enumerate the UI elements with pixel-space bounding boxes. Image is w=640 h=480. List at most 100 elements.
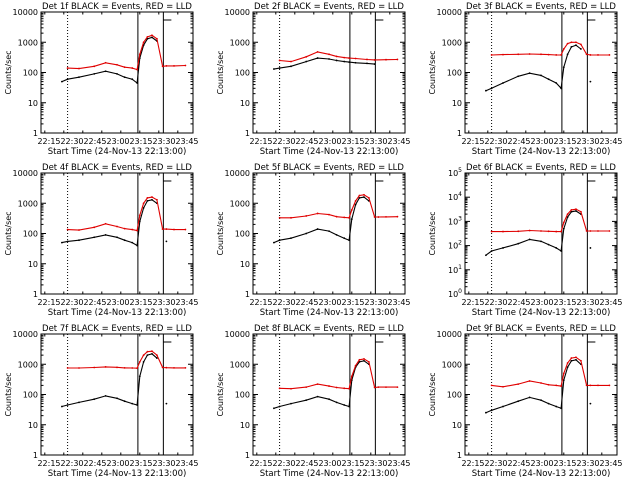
series-line-lld bbox=[491, 41, 610, 56]
x-tick-label: 23:15 bbox=[129, 298, 152, 307]
panel-det-1f: 1 10 100 1000 10000 22:15 22:30 22:45 23:00 23:15… bbox=[4, 2, 199, 157]
y-tick-label: 1000 bbox=[230, 360, 250, 369]
x-tick-label: 23:30 bbox=[576, 298, 599, 307]
plot-frame bbox=[40, 333, 194, 456]
x-tick-label: 22:45 bbox=[295, 459, 318, 468]
y-tick-label-exponent: 0 bbox=[458, 288, 462, 295]
series-events bbox=[485, 44, 592, 92]
y-tick-label: 105 bbox=[448, 167, 462, 178]
x-tick-label: 22:15 bbox=[461, 298, 484, 307]
x-tick-label: 22:15 bbox=[461, 459, 484, 468]
series-lld bbox=[490, 356, 611, 388]
y-tick-label: 10000 bbox=[13, 8, 38, 17]
x-tick-label: 23:45 bbox=[387, 137, 410, 146]
x-tick-label: 22:45 bbox=[295, 298, 318, 307]
x-axis-label: Start Time (24-Nov-13 22:13:00) bbox=[48, 308, 187, 318]
y-tick-label: 10000 bbox=[225, 330, 250, 339]
y-tick-label: 100 bbox=[235, 230, 250, 239]
data-point-events bbox=[165, 240, 168, 243]
series-line-lld bbox=[491, 208, 610, 233]
plot-frame bbox=[252, 11, 406, 134]
y-tick-label-base: 10 bbox=[448, 242, 458, 251]
series-lld bbox=[66, 34, 187, 71]
series-events bbox=[61, 36, 158, 85]
y-tick-label-exponent: 1 bbox=[458, 264, 462, 271]
y-tick-label: 103 bbox=[448, 215, 462, 226]
y-axis-label: Counts/sec bbox=[4, 50, 13, 94]
series-lld bbox=[490, 208, 611, 233]
y-tick-label: 102 bbox=[448, 240, 462, 251]
y-tick-label: 1 bbox=[245, 129, 250, 138]
panel-title: Det 7f BLACK = Events, RED = LLD bbox=[42, 324, 192, 334]
x-tick-label: 22:15 bbox=[249, 298, 272, 307]
y-tick-label: 10 bbox=[28, 421, 38, 430]
panel-det-4f: 1 10 100 1000 10000 22:15 22:30 22:45 23:00 23:15… bbox=[4, 163, 199, 318]
y-tick-label: 10 bbox=[28, 99, 38, 108]
x-tick-label: 22:30 bbox=[60, 298, 83, 307]
x-tick-label: 23:30 bbox=[576, 459, 599, 468]
x-tick-label: 23:00 bbox=[530, 298, 553, 307]
x-tick-label: 23:45 bbox=[175, 137, 198, 146]
x-tick-label: 23:00 bbox=[106, 137, 129, 146]
y-tick-label: 100 bbox=[235, 391, 250, 400]
y-tick-label-base: 10 bbox=[448, 217, 458, 226]
series-events bbox=[273, 57, 376, 70]
y-tick-label-base: 10 bbox=[448, 266, 458, 275]
x-tick-label: 22:45 bbox=[507, 298, 530, 307]
panel-title: Det 8f BLACK = Events, RED = LLD bbox=[254, 324, 404, 334]
x-axis-label: Start Time (24-Nov-13 22:13:00) bbox=[260, 147, 399, 157]
y-tick-label: 10000 bbox=[13, 330, 38, 339]
y-tick-label: 10 bbox=[240, 260, 250, 269]
y-tick-label: 1000 bbox=[442, 360, 462, 369]
y-tick-label: 1 bbox=[33, 290, 38, 299]
y-tick-label: 10 bbox=[240, 99, 250, 108]
plot-frame bbox=[40, 11, 194, 134]
series-lld bbox=[278, 193, 399, 219]
x-tick-label: 23:00 bbox=[318, 459, 341, 468]
panel-det-8f: 1 10 100 1000 10000 22:15 22:30 22:45 23:00 23:15… bbox=[216, 324, 411, 479]
y-tick-label-exponent: 2 bbox=[458, 240, 462, 247]
x-tick-label: 22:15 bbox=[461, 137, 484, 146]
y-axis-label: Counts/sec bbox=[428, 50, 437, 94]
data-point-events bbox=[589, 80, 592, 83]
y-tick-label: 100 bbox=[23, 391, 38, 400]
panel-det-3f: 1 10 100 1000 10000 22:15 22:30 22:45 23:00 23:15… bbox=[428, 2, 623, 157]
y-tick-label-exponent: 4 bbox=[458, 191, 462, 198]
y-axis-label: Counts/sec bbox=[216, 211, 225, 255]
series-events bbox=[61, 198, 168, 247]
plot-frame bbox=[464, 11, 618, 134]
x-tick-label: 23:00 bbox=[106, 459, 129, 468]
y-tick-label: 1 bbox=[33, 129, 38, 138]
y-tick-label-base: 10 bbox=[448, 169, 458, 178]
x-tick-label: 23:45 bbox=[387, 459, 410, 468]
panel-title: Det 2f BLACK = Events, RED = LLD bbox=[254, 2, 404, 12]
x-tick-label: 22:45 bbox=[83, 137, 106, 146]
x-tick-label: 23:15 bbox=[553, 137, 576, 146]
y-tick-label: 1 bbox=[245, 290, 250, 299]
series-line-events bbox=[273, 57, 375, 70]
series-events bbox=[61, 352, 168, 408]
series-line-events bbox=[61, 199, 158, 247]
y-tick-label: 10 bbox=[28, 260, 38, 269]
data-point-events bbox=[589, 402, 592, 405]
plot-frame bbox=[40, 172, 194, 295]
x-axis-label: Start Time (24-Nov-13 22:13:00) bbox=[260, 469, 399, 479]
y-axis-label: Counts/sec bbox=[216, 372, 225, 416]
series-events bbox=[485, 210, 592, 257]
series-line-lld bbox=[67, 350, 186, 369]
x-tick-label: 23:30 bbox=[364, 459, 387, 468]
x-tick-label: 23:00 bbox=[530, 459, 553, 468]
series-line-events bbox=[485, 210, 582, 256]
panel-title: Det 9f BLACK = Events, RED = LLD bbox=[466, 324, 616, 334]
y-tick-label-base: 10 bbox=[448, 193, 458, 202]
series-line-events bbox=[61, 36, 158, 85]
y-tick-label: 1000 bbox=[230, 38, 250, 47]
data-point-events bbox=[589, 247, 592, 249]
x-tick-label: 22:30 bbox=[484, 137, 507, 146]
panel-det-9f: 1 10 100 1000 10000 22:15 22:30 22:45 23:00 23:15… bbox=[428, 324, 623, 479]
x-tick-label: 22:15 bbox=[37, 298, 60, 307]
y-tick-label: 100 bbox=[235, 69, 250, 78]
series-line-events bbox=[485, 359, 582, 414]
x-tick-label: 22:45 bbox=[507, 459, 530, 468]
y-tick-label: 10 bbox=[452, 99, 462, 108]
